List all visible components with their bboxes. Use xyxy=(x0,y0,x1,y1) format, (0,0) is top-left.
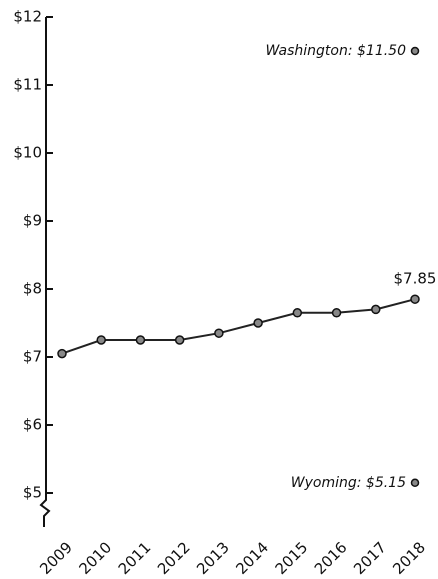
y-tick-label: $11 xyxy=(13,76,42,94)
x-tick-label: 2016 xyxy=(311,538,351,578)
y-axis xyxy=(39,17,51,527)
x-tick-label: 2011 xyxy=(115,538,155,578)
annotation-point xyxy=(410,46,420,56)
point xyxy=(214,328,224,338)
x-tick-label: 2017 xyxy=(350,538,390,578)
x-tick-label: 2014 xyxy=(232,538,272,578)
x-tick-label: 2018 xyxy=(389,538,429,578)
y-tick-label: $10 xyxy=(13,144,42,162)
line xyxy=(61,298,416,355)
x-tick-label: 2010 xyxy=(76,538,116,578)
x-tick-label: 2015 xyxy=(272,538,312,578)
y-tick-label: $8 xyxy=(23,280,42,298)
y-tick-label: $6 xyxy=(23,416,42,434)
x-tick-label: 2009 xyxy=(36,538,76,578)
point xyxy=(174,335,185,345)
point xyxy=(253,318,263,328)
y-tick-label: $12 xyxy=(13,8,42,26)
y-tick-label: $5 xyxy=(23,484,42,502)
y-tick-label: $9 xyxy=(23,212,42,230)
point xyxy=(57,348,67,359)
value-label: $7.85 xyxy=(394,270,437,288)
annotation: Washington: $11.50 xyxy=(265,43,406,59)
point xyxy=(135,335,146,345)
x-tick-label: 2012 xyxy=(154,538,194,578)
point xyxy=(410,294,420,304)
annotation-point xyxy=(410,478,420,488)
x-tick-label: 2013 xyxy=(193,538,233,578)
point xyxy=(371,304,381,315)
point xyxy=(331,308,342,318)
point xyxy=(96,335,106,345)
y-tick-label: $7 xyxy=(23,348,42,366)
annotation: Wyoming: $5.15 xyxy=(291,475,406,491)
point xyxy=(292,308,303,318)
